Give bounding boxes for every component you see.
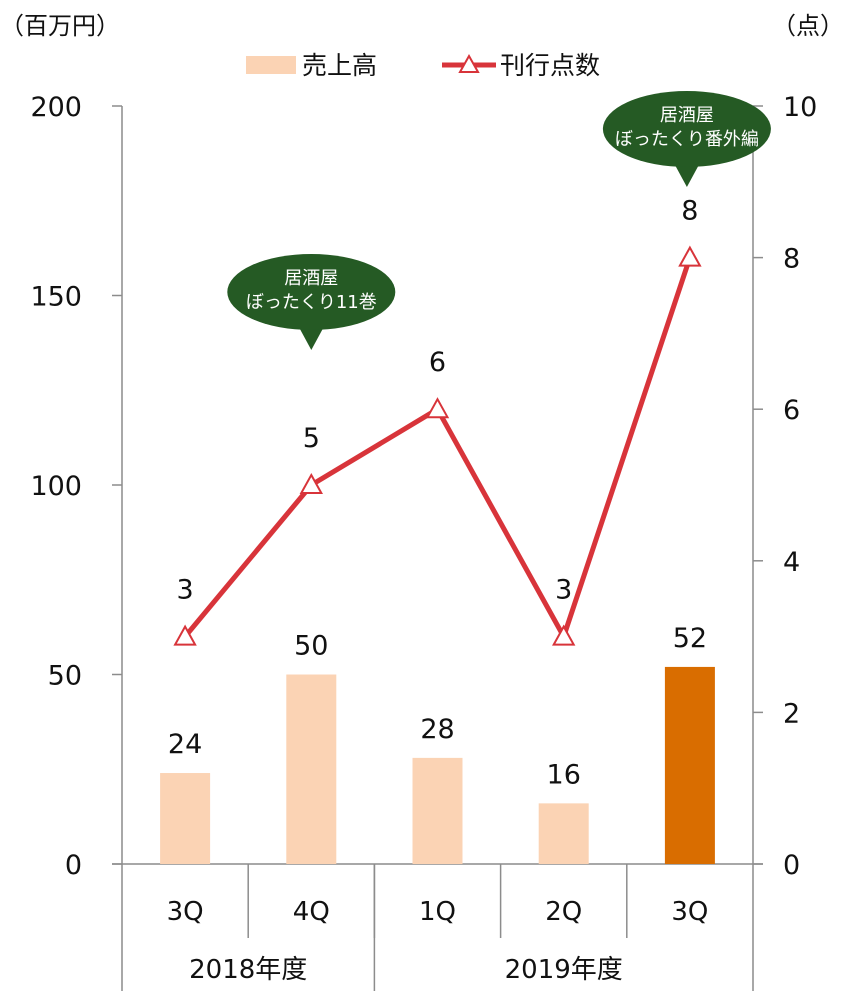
sales-bar [160,773,211,864]
sales-bar-value-label: 24 [168,729,202,760]
right-axis-tick-label: 0 [783,850,800,881]
bars-layer [160,666,715,864]
right-axis-tick-label: 8 [783,244,800,275]
sales-bar [538,803,589,864]
left-axis-tick-label: 50 [48,661,82,692]
category-label: 3Q [167,897,204,927]
right-axis-tick-label: 10 [783,92,817,123]
sales-bar-value-label: 50 [294,631,328,662]
right-axis-tick-label: 4 [783,547,800,578]
callout-pointer [298,326,325,350]
legend-label-sales: 売上高 [302,51,377,80]
callout-text-line: ぼったくり11巻 [246,292,377,313]
titles-count-value-label: 6 [429,347,446,378]
sales-bar-value-label: 52 [673,623,707,654]
fiscal-year-label: 2019年度 [505,955,623,985]
category-label: 1Q [419,897,456,927]
sales-bar-value-label: 16 [547,759,581,790]
legend-swatch-marker [458,53,480,73]
titles-count-value-label: 8 [681,196,698,227]
callout-text-line: 居酒屋 [284,268,338,289]
titles-count-marker [299,472,323,494]
left-axis-tick-label: 100 [30,471,82,502]
left-axis-tick-label: 150 [30,282,82,313]
legend-label-titles: 刊行点数 [500,51,600,80]
callout-ellipse [227,254,396,330]
right-axis-unit: （点） [772,12,844,40]
right-axis-tick-label: 2 [783,698,800,729]
callout-text-line: ぼったくり番外編 [615,129,759,150]
left-axis-tick-label: 200 [30,92,82,123]
sales-bar [412,757,463,864]
category-label: 4Q [293,897,330,927]
fiscal-year-label: 2018年度 [189,955,307,985]
titles-count-value-label: 3 [555,575,572,606]
right-axis-tick-label: 6 [783,395,800,426]
callout-ellipse [602,91,771,167]
left-axis-tick-label: 0 [65,850,82,881]
category-label: 2Q [545,897,582,927]
callout-text-line: 居酒屋 [660,105,714,126]
legend-swatch-sales [246,56,296,74]
titles-count-marker [425,397,450,419]
titles-count-value-label: 3 [177,575,194,606]
titles-count-marker [173,624,197,646]
sales-bar-value-label: 28 [420,714,454,745]
titles-count-marker [678,245,702,267]
callout-pointer [673,163,700,187]
sales-bar [286,674,337,864]
legend-layer: 売上高 刊行点数 [246,51,600,80]
sales-bar [664,666,715,864]
labels-layer: 24 50 28 16 52 3 5 6 3 8 [168,196,707,791]
line-layer [173,245,702,646]
left-axis-unit: （百万円） [0,12,120,40]
category-label: 3Q [671,897,708,927]
titles-count-marker [552,624,576,646]
titles-count-value-label: 5 [303,423,320,454]
